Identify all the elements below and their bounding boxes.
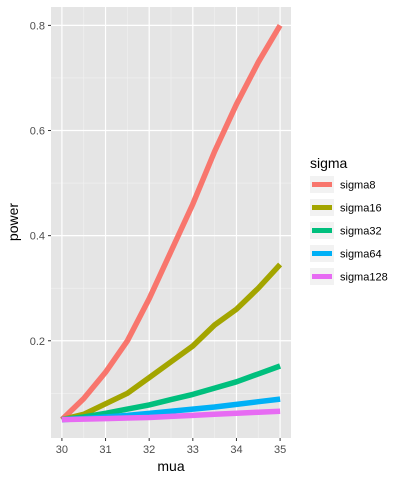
x-tick-label: 33 bbox=[187, 444, 199, 456]
series-line-sigma16 bbox=[61, 262, 283, 423]
x-axis-title: mua bbox=[157, 458, 184, 474]
y-axis: 0.2 0.4 0.6 0.8 bbox=[30, 20, 51, 348]
legend: sigma sigma8 sigma16 sigma32 sigma64 sigma12… bbox=[310, 155, 388, 285]
legend-label-sigma8: sigma8 bbox=[340, 180, 375, 192]
y-tick-label: 0.4 bbox=[30, 231, 45, 243]
minor-grid bbox=[51, 7, 291, 438]
x-tick-label: 35 bbox=[274, 444, 286, 456]
x-axis: 30 31 32 33 34 35 bbox=[56, 438, 286, 456]
y-tick-label: 0.6 bbox=[30, 126, 45, 138]
x-tick-label: 34 bbox=[230, 444, 242, 456]
series-line-sigma128 bbox=[61, 408, 281, 423]
series-line-sigma32 bbox=[61, 363, 282, 423]
legend-title: sigma bbox=[310, 155, 348, 171]
x-tick-label: 30 bbox=[56, 444, 68, 456]
y-tick-label: 0.2 bbox=[30, 336, 45, 348]
legend-label-sigma32: sigma32 bbox=[340, 226, 382, 238]
x-tick-label: 32 bbox=[143, 444, 155, 456]
legend-label-sigma64: sigma64 bbox=[340, 249, 382, 261]
x-tick-label: 31 bbox=[99, 444, 111, 456]
major-grid bbox=[51, 7, 291, 438]
y-axis-title: power bbox=[5, 203, 21, 241]
y-tick-label: 0.8 bbox=[30, 20, 45, 32]
series-lines bbox=[59, 23, 283, 423]
series-line-sigma8 bbox=[59, 23, 283, 422]
legend-label-sigma128: sigma128 bbox=[340, 272, 388, 284]
legend-label-sigma16: sigma16 bbox=[340, 203, 382, 215]
